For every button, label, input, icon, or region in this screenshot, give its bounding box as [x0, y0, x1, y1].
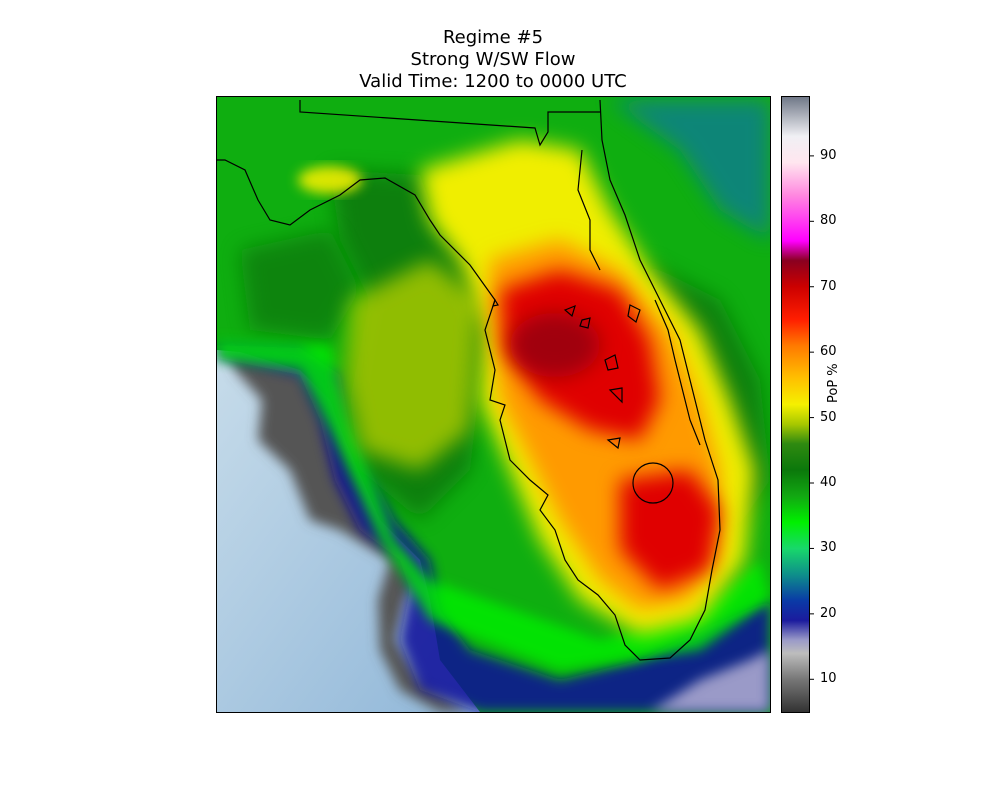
colorbar-tick-label: 50 [820, 409, 837, 425]
lake-2 [579, 317, 591, 329]
pop-field [217, 97, 770, 712]
colorbar-tick-label: 60 [820, 344, 837, 360]
colorbar-tick-label: 70 [820, 278, 837, 294]
map-title-line-3: Valid Time: 1200 to 0000 UTC [359, 71, 627, 92]
dark-green-panhandle [240, 230, 360, 340]
colorbar [782, 97, 809, 712]
yellow-panhandle-blob [298, 166, 362, 194]
atlantic-teal [610, 100, 770, 240]
florida-coastline [217, 99, 721, 661]
colorbar-tick-label: 40 [820, 475, 837, 490]
lake-3 [604, 354, 619, 371]
lake-5 [627, 304, 641, 323]
bright-green-rim [217, 340, 770, 670]
map-title-line-1: Regime #5 [442, 27, 544, 48]
colorbar-ticks [809, 155, 814, 680]
state-border [299, 100, 600, 147]
colorbar-frame [781, 96, 810, 713]
islet [492, 298, 499, 307]
red-region-south [620, 470, 720, 590]
colorbar-tick-label: 30 [820, 540, 837, 556]
colorbar-tick-label: 20 [820, 605, 837, 621]
map-title-line-2: Strong W/SW Flow [410, 49, 576, 70]
lake-4 [608, 387, 623, 404]
lake-okeechobee [632, 462, 674, 504]
dark-red-core [510, 313, 600, 377]
colorbar-tick-label: 90 [820, 147, 837, 163]
south-fringe [650, 650, 770, 712]
map-frame [216, 96, 771, 713]
coastline [217, 99, 721, 661]
lake-1 [563, 304, 576, 318]
colorbar-tick-label: 80 [820, 213, 837, 229]
colorbar-label: PoP % [826, 363, 841, 403]
indian-river [654, 299, 701, 446]
yellow-green-west [345, 260, 480, 470]
colorbar-tick-label: 10 [820, 671, 837, 687]
st-johns-river [577, 149, 601, 271]
lake-6 [606, 437, 621, 450]
gulf-shelf-gray [230, 352, 470, 712]
